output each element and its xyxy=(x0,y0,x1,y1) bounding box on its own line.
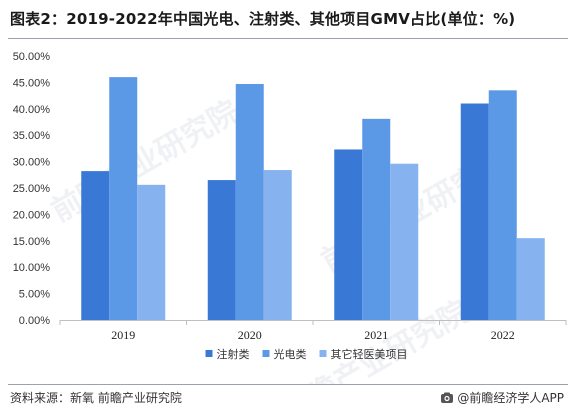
legend-swatch xyxy=(319,350,327,357)
bar-2022-series-2 xyxy=(488,90,517,320)
bar-2019-series-2 xyxy=(109,77,138,321)
y-axis: 0.00% 5.00% 10.00% 15.00% 20.00% 25.00% 30.00%… xyxy=(13,51,51,327)
legend-label: 其它轻医美项目 xyxy=(331,347,408,361)
brand-label: @前瞻经济学人APP xyxy=(457,391,564,405)
y-tick-label: 45.00% xyxy=(13,77,51,89)
bar-2022-series-3 xyxy=(516,238,545,320)
source-note: 资料来源：新氧 前瞻产业研究院 xyxy=(10,391,182,405)
brand-credit: @前瞻经济学人APP xyxy=(440,389,564,406)
legend-swatch xyxy=(205,350,213,357)
y-tick-label: 30.00% xyxy=(13,157,51,169)
bar-series-group xyxy=(81,77,545,321)
y-tick-label: 15.00% xyxy=(13,236,51,248)
bar-2020-series-3 xyxy=(263,170,292,320)
legend-label: 注射类 xyxy=(217,347,250,361)
title-divider xyxy=(8,38,568,39)
x-category-label: 2020 xyxy=(238,328,262,342)
bar-2020-series-1 xyxy=(207,180,236,320)
y-tick-label: 20.00% xyxy=(13,209,51,221)
x-axis: 2019 2020 2021 2022 xyxy=(59,320,567,342)
camera-logo-icon xyxy=(441,392,454,403)
footer-divider xyxy=(8,384,568,385)
y-tick-label: 0.00% xyxy=(19,315,50,327)
bar-2021-series-2 xyxy=(362,118,391,320)
y-tick-label: 10.00% xyxy=(13,262,51,274)
bar-chart: 前瞻产业研究院前瞻产业研究院前瞻产业研究院 0.00%5.00%10.00%15… xyxy=(13,51,567,384)
bar-2019-series-1 xyxy=(81,171,110,320)
legend-swatch xyxy=(262,350,270,357)
x-category-label: 2019 xyxy=(111,328,135,342)
bar-2021-series-1 xyxy=(334,149,363,320)
bar-2019-series-3 xyxy=(137,184,166,320)
y-tick-label: 40.00% xyxy=(13,104,51,116)
bar-2020-series-2 xyxy=(235,83,264,320)
y-tick-label: 50.00% xyxy=(13,51,51,63)
x-category-label: 2022 xyxy=(491,328,515,342)
y-tick-label: 35.00% xyxy=(13,130,51,142)
legend: 注射类 光电类 其它轻医美项目 xyxy=(205,347,408,361)
x-category-label: 2021 xyxy=(364,328,388,342)
bar-2022-series-1 xyxy=(460,103,489,321)
legend-label: 光电类 xyxy=(274,347,307,361)
bar-2021-series-3 xyxy=(390,163,419,320)
y-tick-label: 5.00% xyxy=(19,289,50,301)
chart-title: 图表2：2019-2022年中国光电、注射类、其他项目GMV占比(单位：%) xyxy=(10,10,516,28)
y-tick-label: 25.00% xyxy=(13,183,51,195)
